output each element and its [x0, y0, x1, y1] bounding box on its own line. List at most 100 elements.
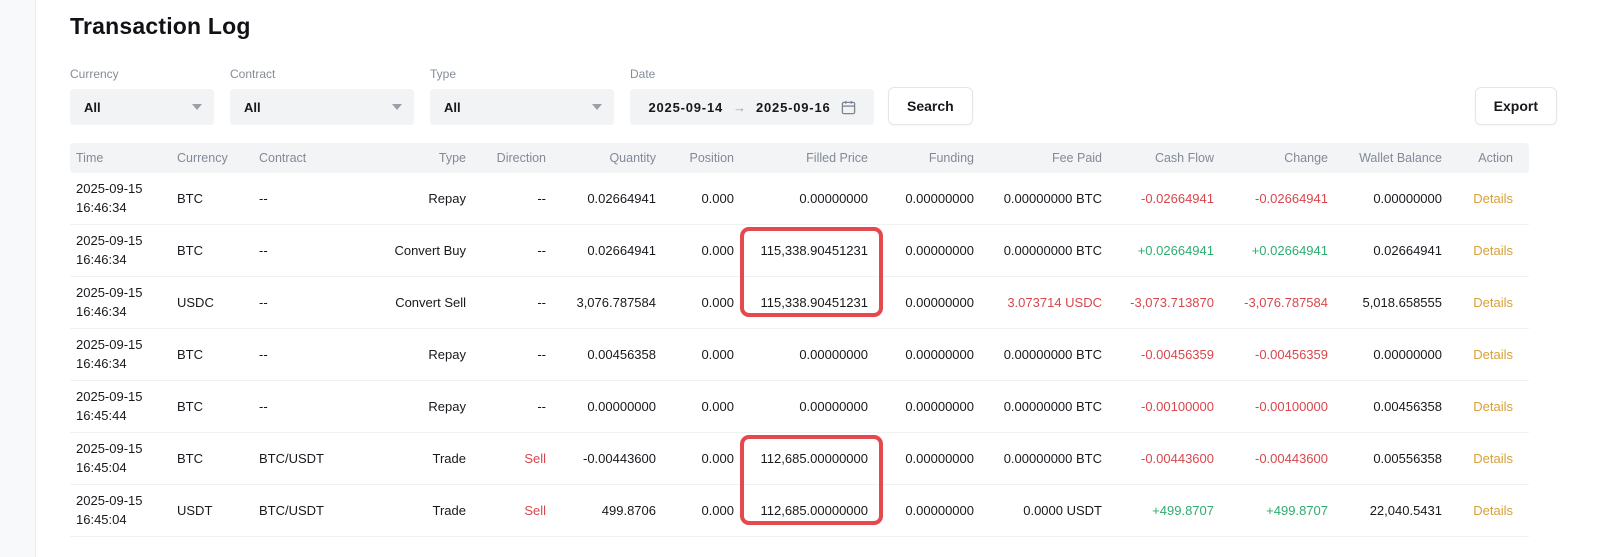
cell-fee-paid: 0.00000000 BTC	[1003, 243, 1102, 258]
currency-select[interactable]: All	[70, 89, 214, 125]
cell-type: Convert Buy	[394, 243, 466, 258]
details-link[interactable]: Details	[1473, 191, 1513, 206]
cell-position: 0.000	[701, 295, 734, 310]
cell-change: +499.8707	[1266, 503, 1328, 518]
contract-select[interactable]: All	[230, 89, 414, 125]
cell-wallet-balance: 0.02664941	[1373, 243, 1442, 258]
cell-filled-price: 115,338.90451231	[760, 243, 868, 258]
type-select-value: All	[444, 99, 461, 115]
cell-time: 2025-09-15 16:46:34	[76, 336, 143, 371]
details-link[interactable]: Details	[1473, 503, 1513, 518]
currency-filter-group: Currency All	[70, 67, 214, 125]
cell-funding: 0.00000000	[905, 295, 974, 310]
type-filter-label: Type	[430, 67, 457, 81]
cell-type: Repay	[428, 399, 466, 414]
cell-direction: --	[537, 191, 546, 206]
cell-fee-paid: 0.00000000 BTC	[1003, 347, 1102, 362]
cell-quantity: 3,076.787584	[576, 295, 656, 310]
cell-direction: --	[537, 399, 546, 414]
cell-wallet-balance: 0.00000000	[1373, 191, 1442, 206]
cell-currency: BTC	[177, 451, 203, 466]
cell-contract: BTC/USDT	[259, 451, 324, 466]
cell-position: 0.000	[701, 243, 734, 258]
chevron-down-icon	[592, 104, 602, 110]
type-select[interactable]: All	[430, 89, 614, 125]
currency-select-value: All	[84, 99, 101, 115]
date-filter-group: Date 2025-09-14 → 2025-09-16	[630, 67, 874, 125]
cell-contract: --	[259, 295, 268, 310]
cell-currency: BTC	[177, 399, 203, 414]
main-content: Transaction Log Currency All Contract Al…	[36, 0, 1600, 557]
cell-cash-flow: -0.00443600	[1140, 451, 1214, 466]
transaction-table: Time Currency Contract Type Direction Quantit…	[70, 143, 1529, 537]
date-filter-label: Date	[630, 67, 656, 81]
cell-position: 0.000	[701, 399, 734, 414]
cell-wallet-balance: 22,040.5431	[1369, 503, 1442, 518]
column-header: Time	[76, 151, 104, 165]
page-title: Transaction Log	[70, 13, 251, 39]
cell-currency: USDT	[177, 503, 213, 518]
column-header: Filled Price	[806, 151, 868, 165]
cell-contract: BTC/USDT	[259, 503, 324, 518]
column-header: Direction	[496, 151, 546, 165]
cell-currency: BTC	[177, 243, 203, 258]
cell-change: +0.02664941	[1251, 243, 1328, 258]
cell-fee-paid: 0.0000 USDT	[1023, 503, 1102, 518]
cell-wallet-balance: 5,018.658555	[1362, 295, 1442, 310]
currency-filter-label: Currency	[70, 67, 119, 81]
cell-direction: Sell	[524, 451, 546, 466]
cell-direction: --	[537, 347, 546, 362]
cell-type: Repay	[428, 347, 466, 362]
cell-filled-price: 112,685.00000000	[760, 503, 868, 518]
column-header: Change	[1284, 151, 1328, 165]
cell-quantity: 0.00456358	[587, 347, 656, 362]
cell-quantity: 499.8706	[601, 503, 656, 518]
details-link[interactable]: Details	[1473, 295, 1513, 310]
cell-currency: USDC	[177, 295, 214, 310]
cell-contract: --	[259, 347, 268, 362]
column-header: Type	[438, 151, 466, 165]
cell-filled-price: 0.00000000	[799, 347, 868, 362]
cell-quantity: 0.02664941	[587, 191, 656, 206]
table-row: 2025-09-15 16:46:34 BTC -- Repay -- 0.026…	[70, 173, 1529, 225]
cell-filled-price: 0.00000000	[799, 191, 868, 206]
date-start-value: 2025-09-14	[648, 99, 723, 115]
cell-position: 0.000	[701, 347, 734, 362]
column-header: Action	[1478, 151, 1513, 165]
cell-funding: 0.00000000	[905, 451, 974, 466]
cell-contract: --	[259, 399, 268, 414]
cell-cash-flow: -3,073.713870	[1130, 295, 1214, 310]
cell-cash-flow: -0.00100000	[1140, 399, 1214, 414]
cell-type: Convert Sell	[395, 295, 466, 310]
cell-time: 2025-09-15 16:46:34	[76, 232, 143, 267]
cell-currency: BTC	[177, 347, 203, 362]
column-header: Wallet Balance	[1359, 151, 1442, 165]
cell-wallet-balance: 0.00000000	[1373, 347, 1442, 362]
type-filter-group: Type All	[430, 67, 614, 125]
table-row: 2025-09-15 16:45:04 BTC BTC/USDT Trade Se…	[70, 433, 1529, 485]
details-link[interactable]: Details	[1473, 243, 1513, 258]
cell-cash-flow: -0.00456359	[1140, 347, 1214, 362]
cell-quantity: 0.00000000	[587, 399, 656, 414]
left-sidebar-strip	[0, 0, 36, 557]
cell-fee-paid: 0.00000000 BTC	[1003, 451, 1102, 466]
column-header: Contract	[259, 151, 307, 165]
cell-type: Trade	[432, 503, 466, 518]
calendar-icon	[841, 100, 855, 114]
cell-filled-price: 112,685.00000000	[760, 451, 868, 466]
cell-contract: --	[259, 243, 268, 258]
cell-direction: --	[537, 295, 546, 310]
details-link[interactable]: Details	[1473, 347, 1513, 362]
cell-time: 2025-09-15 16:45:04	[76, 492, 143, 527]
cell-filled-price: 0.00000000	[799, 399, 868, 414]
details-link[interactable]: Details	[1473, 451, 1513, 466]
details-link[interactable]: Details	[1473, 399, 1513, 414]
search-button[interactable]: Search	[888, 87, 973, 125]
export-button[interactable]: Export	[1474, 87, 1557, 125]
cell-wallet-balance: 0.00456358	[1373, 399, 1442, 414]
contract-filter-group: Contract All	[230, 67, 414, 125]
date-range-picker[interactable]: 2025-09-14 → 2025-09-16	[630, 89, 874, 125]
cell-change: -0.00456359	[1254, 347, 1328, 362]
contract-select-value: All	[244, 99, 261, 115]
